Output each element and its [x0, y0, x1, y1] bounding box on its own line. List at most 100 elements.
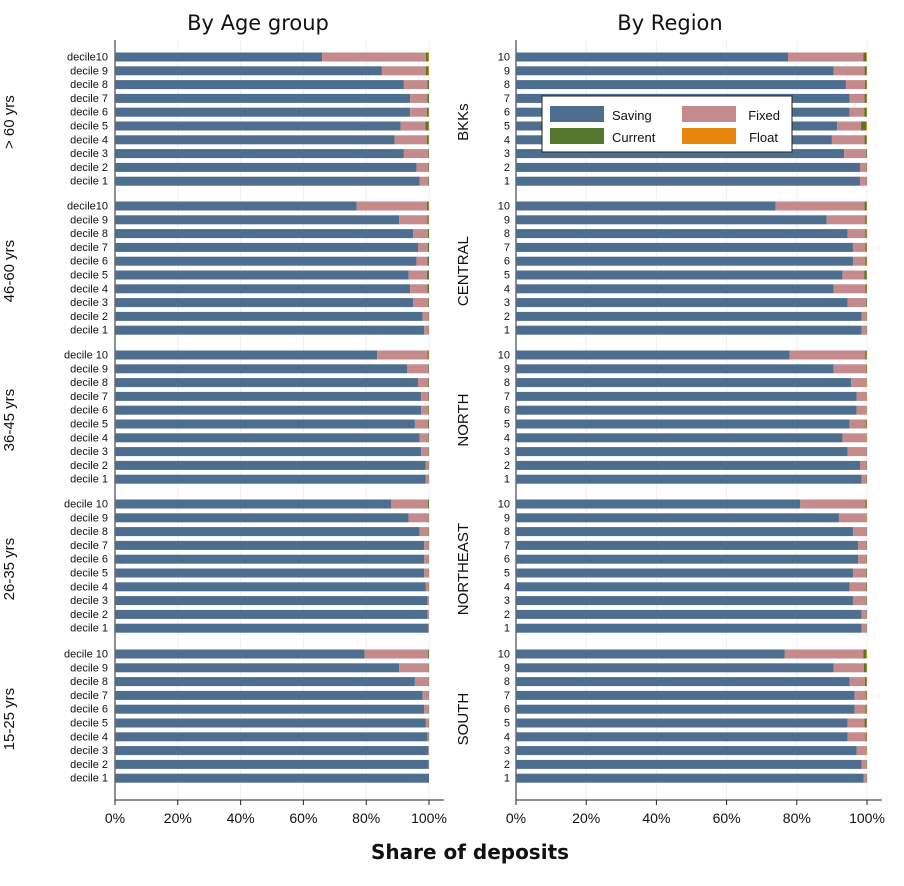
- bar-segment-fixed: [413, 229, 427, 238]
- bar-segment-fixed: [424, 569, 428, 578]
- bar-segment-float: [866, 53, 867, 62]
- bar-segment-current: [428, 406, 429, 415]
- bar-segment-saving: [516, 312, 862, 321]
- bar-segment-saving: [115, 513, 409, 522]
- bar-segment-saving: [115, 364, 407, 373]
- bar-segment-fixed: [848, 732, 866, 741]
- bar-segment-float: [866, 650, 867, 659]
- bar-segment-current: [428, 298, 429, 307]
- y-tick-label: decile 8: [70, 79, 108, 91]
- y-tick-label: decile 7: [70, 93, 108, 105]
- y-tick-label: 4: [504, 731, 510, 743]
- bar-segment-saving: [516, 475, 862, 484]
- bar-segment-fixed: [426, 461, 429, 470]
- y-tick-label: 5: [504, 270, 510, 282]
- bar-segment-fixed: [427, 596, 429, 605]
- y-tick-label: decile 6: [70, 554, 108, 566]
- x-tick-label: 80%: [783, 810, 811, 826]
- bar-segment-saving: [516, 392, 856, 401]
- y-tick-label: decile 8: [70, 377, 108, 389]
- bar-segment-fixed: [848, 719, 865, 728]
- bar-segment-fixed: [860, 461, 867, 470]
- bar-segment-float: [866, 122, 867, 131]
- group-label: CENTRAL: [455, 236, 472, 306]
- bar-segment-current: [428, 364, 429, 373]
- bar-segment-fixed: [834, 66, 865, 75]
- bar-segment-saving: [115, 177, 420, 186]
- bar-segment-saving: [115, 433, 420, 442]
- bar-segment-current: [428, 229, 429, 238]
- panel-title: By Age group: [187, 11, 329, 35]
- panel-title: By Region: [617, 11, 722, 35]
- bar-segment-fixed: [424, 705, 428, 714]
- bar-segment-fixed: [420, 527, 429, 536]
- y-tick-label: 3: [504, 446, 510, 458]
- y-tick-label: decile 9: [70, 214, 108, 226]
- y-tick-label: 7: [504, 540, 510, 552]
- bar-segment-fixed: [844, 149, 866, 158]
- y-tick-label: decile 4: [70, 581, 108, 593]
- bar-segment-saving: [115, 94, 410, 103]
- bar-segment-current: [864, 108, 866, 117]
- legend-label: Current: [612, 130, 656, 145]
- x-tick-label: 20%: [164, 810, 192, 826]
- x-tick-label: 100%: [849, 810, 885, 826]
- y-tick-label: 4: [504, 134, 510, 146]
- y-tick-label: decile 3: [70, 148, 108, 160]
- bar-segment-saving: [115, 569, 424, 578]
- bar-segment-fixed: [790, 351, 865, 360]
- y-tick-label: 1: [504, 176, 510, 188]
- y-tick-label: decile 6: [70, 256, 108, 268]
- x-tick-label: 0%: [105, 810, 125, 826]
- x-tick-label: 0%: [506, 810, 526, 826]
- bar-segment-saving: [115, 420, 415, 429]
- y-tick-label: 4: [504, 432, 510, 444]
- y-tick-label: 3: [504, 297, 510, 309]
- bar-segment-fixed: [849, 582, 866, 591]
- bar-segment-fixed: [420, 177, 429, 186]
- group-label: 26-35 yrs: [1, 538, 18, 601]
- y-tick-label: 6: [504, 107, 510, 119]
- bar-segment-fixed: [856, 392, 866, 401]
- y-tick-label: decile 8: [70, 676, 108, 688]
- bar-segment-saving: [115, 80, 404, 89]
- bar-segment-fixed: [858, 555, 866, 564]
- bar-segment-fixed: [853, 257, 865, 266]
- bar-segment-saving: [115, 705, 424, 714]
- group-label: 15-25 yrs: [1, 688, 18, 751]
- bar-segment-fixed: [856, 746, 866, 755]
- bar-segment-saving: [516, 624, 862, 633]
- bar-segment-fixed: [837, 122, 861, 131]
- bar-segment-current: [865, 94, 867, 103]
- bar-segment-saving: [115, 650, 365, 659]
- bar-segment-fixed: [424, 555, 428, 564]
- bar-segment-saving: [115, 663, 399, 672]
- bar-segment-current: [427, 271, 429, 280]
- bar-segment-fixed: [842, 433, 866, 442]
- bar-segment-current: [863, 650, 866, 659]
- bar-segment-fixed: [862, 326, 867, 335]
- bar-segment-current: [427, 108, 429, 117]
- x-tick-label: 80%: [352, 810, 380, 826]
- y-tick-label: 7: [504, 690, 510, 702]
- bar-segment-saving: [516, 774, 863, 783]
- bar-segment-fixed: [785, 650, 864, 659]
- bar-segment-saving: [115, 475, 426, 484]
- bar-segment-fixed: [407, 364, 428, 373]
- bar-segment-saving: [115, 527, 420, 536]
- y-tick-label: 9: [504, 512, 510, 524]
- bar-segment-fixed: [409, 513, 429, 522]
- bar-segment-fixed: [410, 108, 427, 117]
- y-tick-label: decile 5: [70, 718, 108, 730]
- y-tick-label: 8: [504, 526, 510, 538]
- bar-segment-saving: [516, 177, 860, 186]
- y-tick-label: 2: [504, 759, 510, 771]
- bar-segment-saving: [516, 433, 842, 442]
- bar-segment-saving: [115, 149, 404, 158]
- bar-segment-saving: [516, 746, 856, 755]
- y-tick-label: 9: [504, 65, 510, 77]
- x-tick-label: 60%: [713, 810, 741, 826]
- y-tick-label: 1: [504, 474, 510, 486]
- y-tick-label: decile 8: [70, 526, 108, 538]
- bar-segment-current: [427, 80, 429, 89]
